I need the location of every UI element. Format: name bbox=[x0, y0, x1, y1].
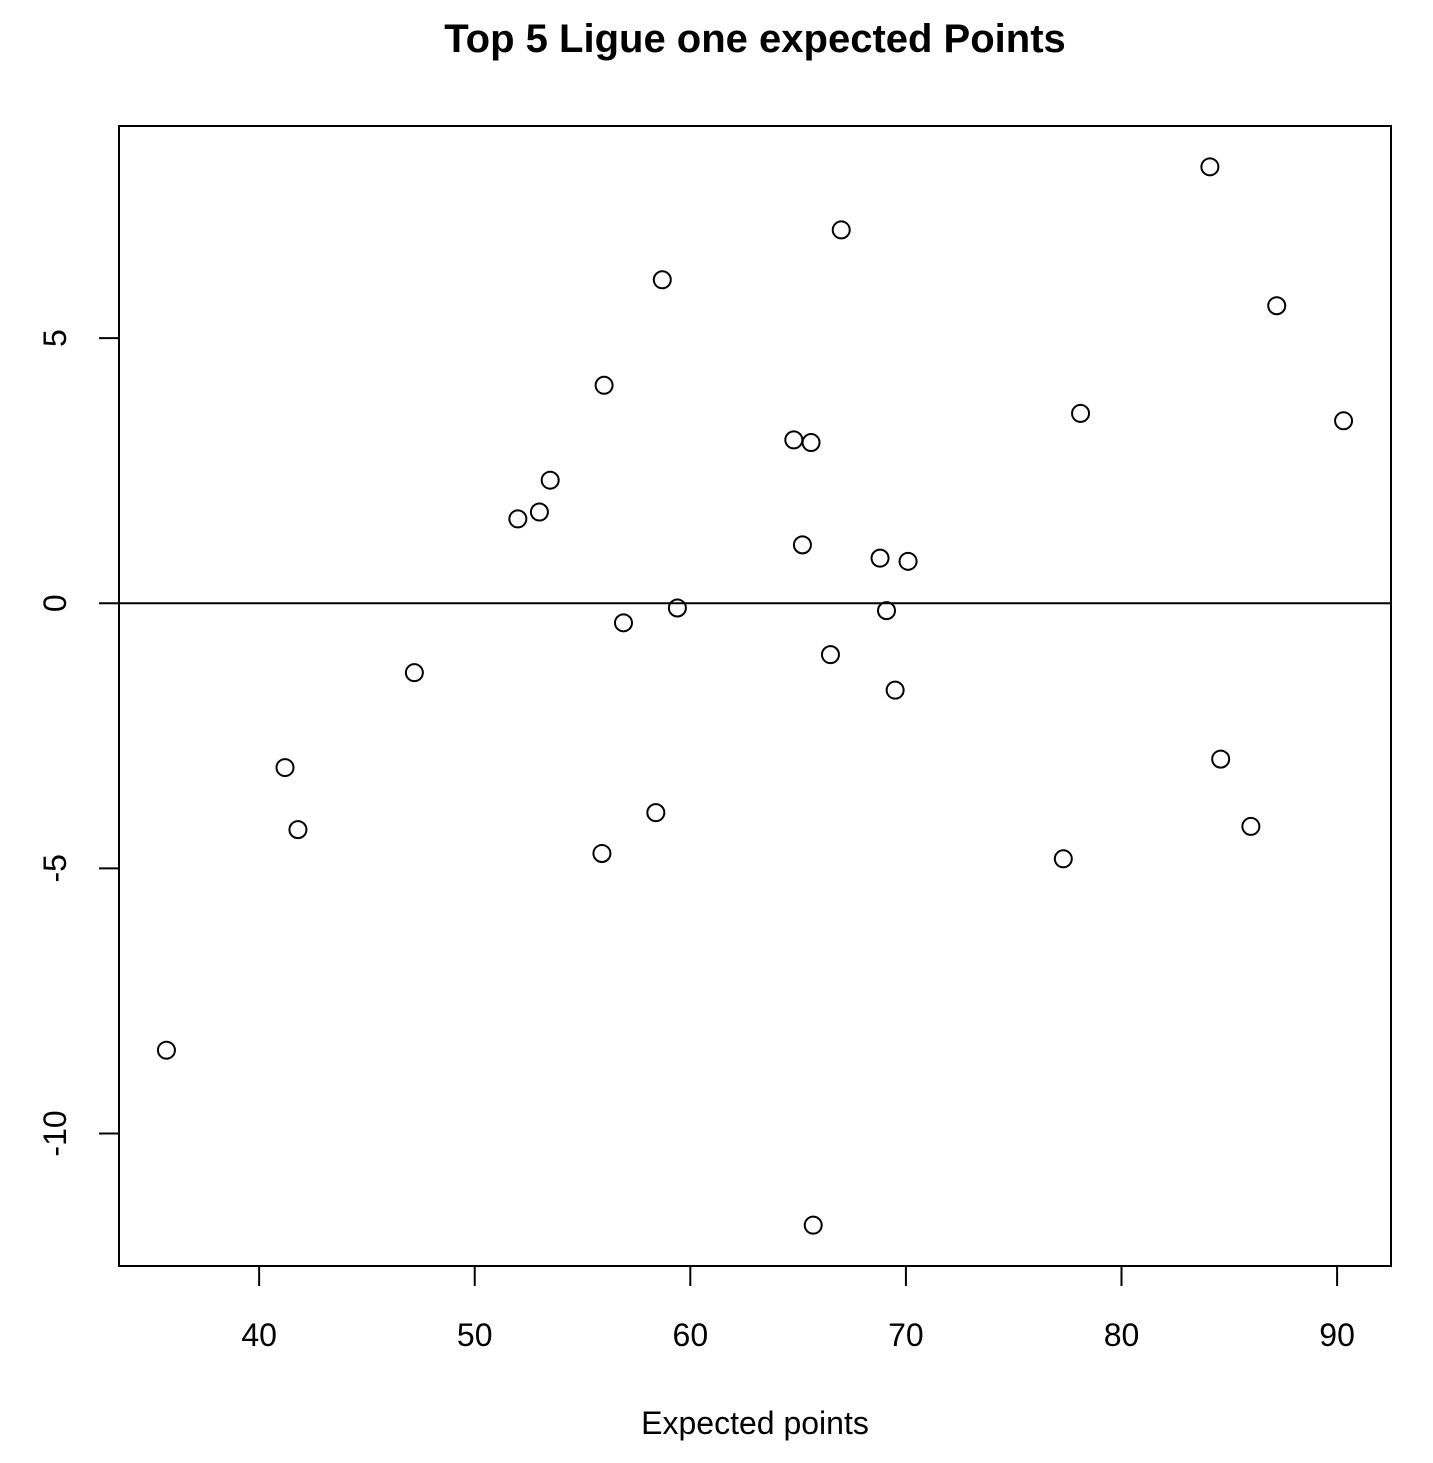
data-point bbox=[275, 758, 295, 778]
data-points bbox=[156, 157, 1354, 1235]
data-point bbox=[508, 509, 528, 529]
data-point bbox=[540, 470, 560, 490]
data-point bbox=[1334, 411, 1354, 431]
data-point bbox=[803, 1215, 823, 1235]
data-point bbox=[1053, 849, 1073, 869]
data-point bbox=[784, 430, 804, 450]
data-point bbox=[877, 601, 897, 621]
data-point bbox=[820, 645, 840, 665]
x-tick-label: 60 bbox=[673, 1317, 709, 1353]
data-point bbox=[592, 843, 612, 863]
y-tick-label: -5 bbox=[37, 854, 73, 882]
x-axis: 40 50 60 70 80 90 bbox=[241, 1265, 1355, 1353]
data-point bbox=[1200, 157, 1220, 177]
x-tick-label: 80 bbox=[1104, 1317, 1140, 1353]
y-tick-label: -10 bbox=[37, 1110, 73, 1156]
data-point bbox=[594, 375, 614, 395]
data-point bbox=[667, 598, 687, 618]
data-point bbox=[870, 548, 890, 568]
data-point bbox=[529, 502, 549, 522]
data-point bbox=[156, 1040, 176, 1060]
x-axis-label: Expected points bbox=[641, 1405, 869, 1441]
y-tick-label: 5 bbox=[37, 329, 73, 347]
data-point bbox=[1241, 816, 1261, 836]
x-tick-label: 50 bbox=[457, 1317, 493, 1353]
x-tick-label: 40 bbox=[241, 1317, 277, 1353]
data-point bbox=[1267, 296, 1287, 316]
data-point bbox=[646, 803, 666, 823]
data-point bbox=[792, 535, 812, 555]
data-point bbox=[1071, 403, 1091, 423]
data-point bbox=[801, 433, 821, 453]
data-point bbox=[885, 680, 905, 700]
y-axis: -10 -5 0 5 bbox=[37, 329, 120, 1157]
data-point bbox=[613, 613, 633, 633]
data-point bbox=[1211, 749, 1231, 769]
x-tick-label: 70 bbox=[888, 1317, 924, 1353]
data-point bbox=[404, 663, 424, 683]
data-point bbox=[288, 820, 308, 840]
chart-title: Top 5 Ligue one expected Points bbox=[444, 17, 1066, 61]
plot-frame bbox=[118, 125, 1392, 1267]
x-tick-label: 90 bbox=[1319, 1317, 1355, 1353]
data-point bbox=[831, 220, 851, 240]
y-tick-label: 0 bbox=[37, 594, 73, 612]
data-point bbox=[898, 551, 918, 571]
data-point bbox=[652, 270, 672, 290]
